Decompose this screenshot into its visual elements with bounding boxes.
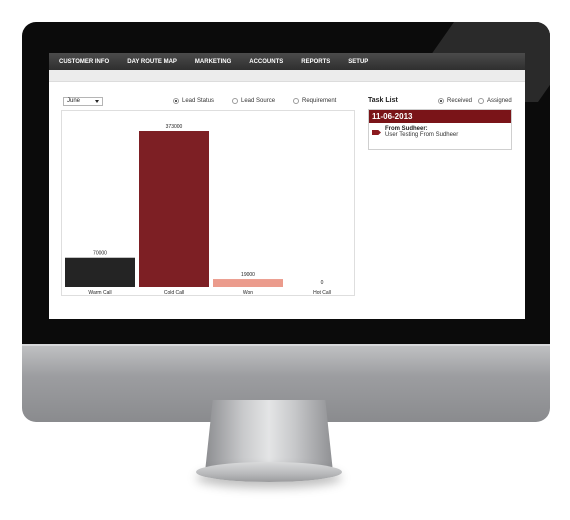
task-from: From Sudheer: bbox=[385, 126, 428, 132]
main-nav: CUSTOMER INFO DAY ROUTE MAP MARKETING AC… bbox=[49, 53, 525, 70]
nav-setup[interactable]: SETUP bbox=[348, 58, 369, 65]
month-select[interactable]: June bbox=[63, 97, 103, 106]
task-panel: 11-06-2013 From Sudheer: User Testing Fr… bbox=[368, 109, 512, 150]
task-date-header: 11-06-2013 bbox=[369, 110, 511, 123]
bar-value-label: 70000 bbox=[93, 251, 107, 257]
category-label: Won bbox=[243, 290, 253, 296]
radio-requirement[interactable]: Requirement bbox=[293, 98, 336, 104]
radio-label: Lead Source bbox=[241, 98, 276, 104]
radio-lead-source[interactable]: Lead Source bbox=[232, 98, 275, 104]
nav-customer-info[interactable]: CUSTOMER INFO bbox=[59, 58, 110, 65]
chevron-down-icon bbox=[95, 100, 99, 103]
nav-accounts[interactable]: ACCOUNTS bbox=[249, 58, 284, 65]
monitor-stand-neck bbox=[205, 400, 333, 472]
task-list-title: Task List bbox=[368, 97, 398, 104]
bar-value-label: 373000 bbox=[166, 124, 183, 130]
sub-toolbar bbox=[49, 70, 525, 82]
nav-reports[interactable]: REPORTS bbox=[301, 58, 331, 65]
nav-marketing[interactable]: MARKETING bbox=[194, 58, 232, 65]
nav-day-route-map[interactable]: DAY ROUTE MAP bbox=[127, 58, 177, 65]
radio-label: Assigned bbox=[487, 98, 512, 104]
category-label: Warm Call bbox=[88, 290, 111, 296]
task-item[interactable]: From Sudheer: User Testing From Sudheer bbox=[369, 123, 511, 138]
bar-warm-call[interactable] bbox=[65, 257, 135, 287]
radio-received[interactable]: Received bbox=[438, 98, 472, 104]
category-label: Cold Call bbox=[164, 290, 184, 296]
radio-label: Lead Status bbox=[182, 98, 215, 104]
radio-icon-selected bbox=[438, 98, 444, 104]
radio-assigned[interactable]: Assigned bbox=[478, 98, 512, 104]
app-screen: CUSTOMER INFO DAY ROUTE MAP MARKETING AC… bbox=[49, 53, 525, 319]
bar-won[interactable] bbox=[213, 279, 283, 287]
bar-cold-call[interactable] bbox=[139, 131, 209, 287]
bar-value-label: 0 bbox=[321, 280, 324, 286]
task-message: User Testing From Sudheer bbox=[385, 132, 459, 138]
radio-icon-selected bbox=[173, 98, 179, 104]
category-label: Hot Call bbox=[313, 290, 331, 296]
lead-status-chart: 70000 Warm Call 373000 Cold Call 19000 Won 0 Ho… bbox=[61, 110, 355, 296]
bar-chart-svg: 70000 Warm Call 373000 Cold Call 19000 Won 0 Ho… bbox=[65, 124, 331, 296]
radio-label: Requirement bbox=[302, 98, 337, 104]
monitor-stand-foot bbox=[196, 462, 342, 482]
radio-lead-status[interactable]: Lead Status bbox=[173, 98, 214, 104]
radio-label: Received bbox=[447, 98, 473, 104]
bar-value-label: 19000 bbox=[241, 272, 255, 278]
month-select-value: June bbox=[67, 98, 81, 104]
radio-icon bbox=[232, 98, 238, 104]
tag-icon bbox=[372, 130, 381, 135]
radio-icon bbox=[478, 98, 484, 104]
radio-icon bbox=[293, 98, 299, 104]
